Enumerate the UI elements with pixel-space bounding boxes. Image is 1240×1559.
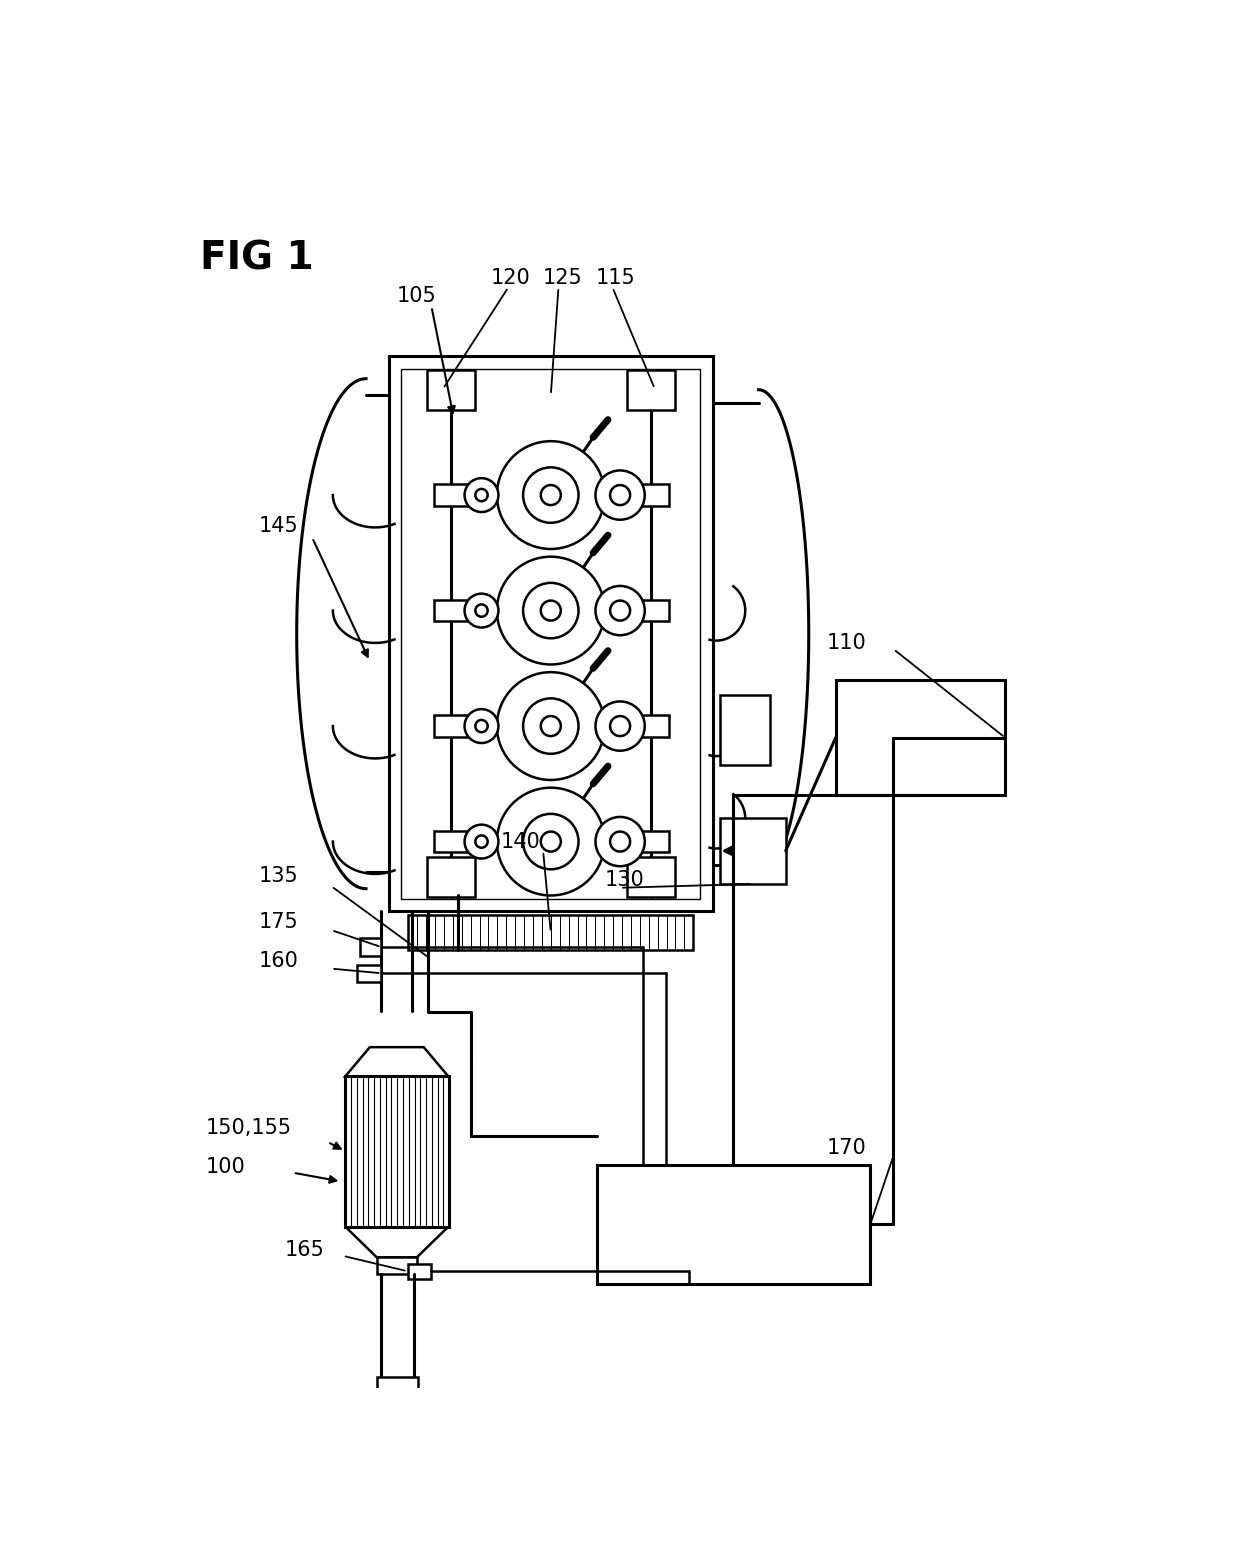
Bar [596, 1165, 870, 1285]
Circle shape [475, 490, 487, 502]
Circle shape [465, 594, 498, 628]
Bar [720, 695, 770, 764]
Circle shape [523, 698, 579, 755]
Bar [427, 857, 475, 896]
Bar [434, 600, 469, 622]
Text: 105: 105 [397, 287, 436, 307]
Circle shape [523, 814, 579, 870]
Circle shape [595, 586, 645, 635]
Bar [836, 680, 1006, 795]
Circle shape [497, 557, 605, 664]
Circle shape [465, 825, 498, 859]
Bar [357, 965, 382, 982]
Bar [634, 831, 668, 853]
Circle shape [475, 836, 487, 848]
Bar [720, 818, 786, 884]
Circle shape [475, 605, 487, 617]
Text: 145: 145 [258, 516, 298, 536]
Bar [634, 716, 668, 737]
Circle shape [497, 441, 605, 549]
Bar [360, 939, 382, 956]
Circle shape [497, 672, 605, 780]
Bar [377, 1258, 417, 1274]
Bar [345, 1076, 449, 1227]
Circle shape [595, 471, 645, 519]
Text: 100: 100 [206, 1157, 246, 1177]
Circle shape [595, 702, 645, 751]
Bar [402, 369, 701, 898]
Bar [408, 1263, 430, 1278]
Circle shape [610, 716, 630, 736]
Bar [408, 915, 693, 949]
Bar [434, 485, 469, 505]
Bar [634, 600, 668, 622]
Bar [434, 716, 469, 737]
Bar [377, 1377, 418, 1391]
Bar [434, 831, 469, 853]
Circle shape [610, 600, 630, 620]
Text: 110: 110 [826, 633, 867, 653]
Circle shape [595, 817, 645, 867]
Text: 140: 140 [501, 831, 541, 851]
Text: 125: 125 [543, 268, 583, 288]
Bar [627, 371, 675, 410]
Circle shape [465, 709, 498, 744]
Bar [427, 371, 475, 410]
Text: 120: 120 [491, 268, 531, 288]
Text: 135: 135 [258, 867, 298, 886]
Circle shape [610, 831, 630, 851]
Text: 170: 170 [826, 1138, 867, 1158]
Circle shape [497, 787, 605, 895]
Text: 175: 175 [258, 912, 298, 932]
Bar [627, 857, 675, 896]
Text: 150,155: 150,155 [206, 1118, 291, 1138]
Bar [389, 357, 713, 910]
Circle shape [475, 720, 487, 733]
Text: 160: 160 [258, 951, 298, 971]
Circle shape [541, 600, 560, 620]
Circle shape [541, 485, 560, 505]
Circle shape [541, 831, 560, 851]
Circle shape [465, 479, 498, 511]
Bar [634, 485, 668, 505]
Circle shape [541, 716, 560, 736]
Circle shape [610, 485, 630, 505]
Circle shape [523, 468, 579, 522]
Text: 165: 165 [285, 1239, 325, 1260]
Text: 130: 130 [605, 870, 645, 890]
Text: FIG 1: FIG 1 [201, 240, 314, 278]
Circle shape [523, 583, 579, 638]
Text: 115: 115 [595, 268, 635, 288]
